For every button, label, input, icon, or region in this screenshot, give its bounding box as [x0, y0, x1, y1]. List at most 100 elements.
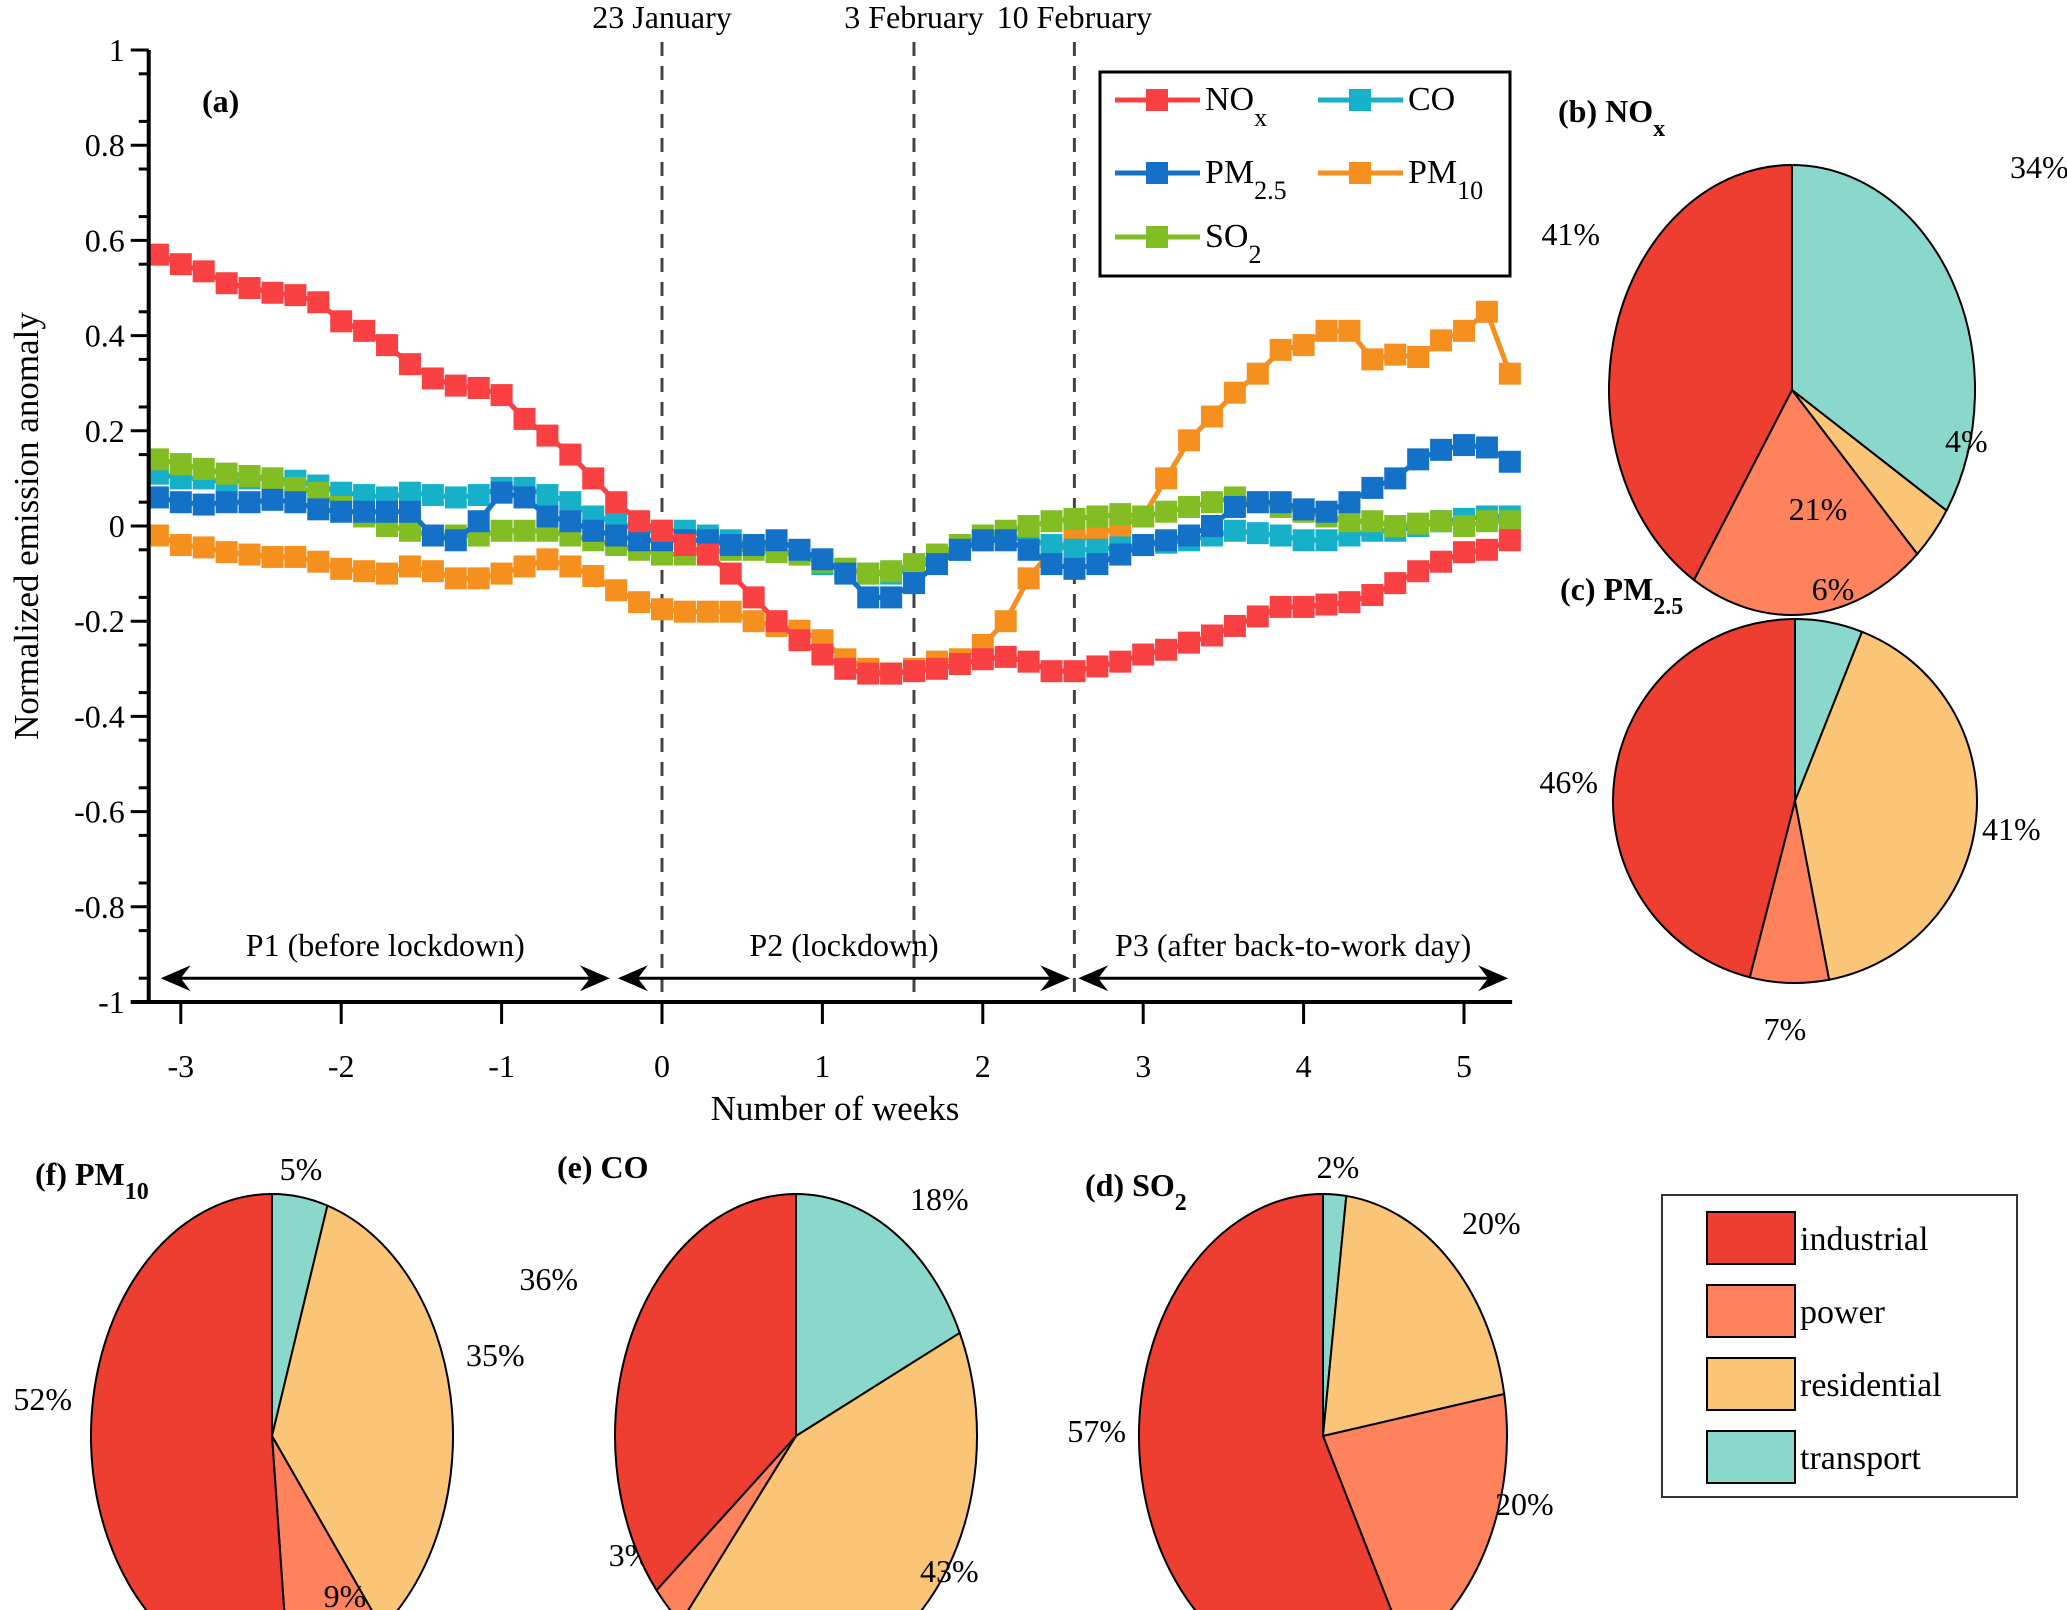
data-point	[444, 529, 467, 552]
legend-label: NOx	[1205, 81, 1267, 132]
data-point	[994, 529, 1017, 552]
data-point	[513, 407, 536, 430]
data-point	[192, 260, 215, 283]
legend-label: CO	[1408, 81, 1455, 118]
data-point	[421, 524, 444, 547]
data-point	[169, 453, 192, 476]
data-point	[765, 610, 788, 633]
data-point	[582, 467, 605, 490]
data-point	[1338, 591, 1361, 614]
sector-legend-label: power	[1800, 1294, 1886, 1331]
y-tick-label: 0.2	[85, 413, 125, 449]
sector-swatch-power	[1706, 1284, 1796, 1338]
data-point	[1200, 405, 1223, 428]
data-point	[1498, 450, 1521, 473]
panel-species: NO	[1605, 93, 1653, 129]
legend-label-main: NO	[1205, 81, 1254, 118]
data-point	[238, 543, 261, 566]
data-point	[421, 560, 444, 583]
x-tick-label: -3	[167, 1048, 194, 1084]
data-point	[811, 643, 834, 666]
data-point	[1292, 334, 1315, 357]
data-point	[1086, 553, 1109, 576]
data-point	[169, 491, 192, 514]
panel-letter: (f)	[35, 1156, 75, 1192]
data-point	[490, 481, 513, 504]
data-point	[1361, 584, 1384, 607]
data-point	[376, 562, 399, 585]
sector-legend-label: residential	[1800, 1367, 1942, 1404]
data-point	[1178, 429, 1201, 452]
data-point	[1430, 550, 1453, 573]
legend-marker	[1349, 162, 1371, 184]
y-tick-label: 0.8	[85, 127, 125, 163]
data-point	[559, 510, 582, 533]
data-point	[1338, 510, 1361, 533]
legend-entry: NOx	[1115, 81, 1267, 132]
slice-label: 41%	[1982, 811, 2041, 847]
data-point	[1430, 438, 1453, 461]
data-point	[1178, 495, 1201, 518]
data-point	[444, 567, 467, 590]
x-tick-label: 2	[975, 1048, 991, 1084]
data-point	[673, 534, 696, 557]
data-point	[398, 353, 421, 376]
data-point	[788, 629, 811, 652]
data-point	[880, 662, 903, 685]
data-point	[925, 553, 948, 576]
data-point	[467, 376, 490, 399]
data-point	[1269, 491, 1292, 514]
data-point	[1200, 491, 1223, 514]
data-point	[1132, 534, 1155, 557]
pie-slice-transport	[795, 1192, 961, 1438]
pie-slice-residential	[270, 1204, 454, 1610]
arrow-head-right	[1040, 965, 1071, 992]
panel-title: (c) PM2.5	[1560, 571, 1683, 620]
data-point	[261, 488, 284, 511]
data-point	[1017, 567, 1040, 590]
data-point	[1246, 605, 1269, 628]
data-point	[719, 534, 742, 557]
panel-species: CO	[601, 1149, 649, 1185]
pie-d-so2: 2% 20% 20% 57% (d) SO2	[1067, 1149, 1554, 1610]
data-point	[1155, 467, 1178, 490]
data-point	[261, 281, 284, 304]
data-point	[307, 481, 330, 504]
legend-label-main: PM	[1408, 154, 1457, 191]
data-point	[925, 657, 948, 680]
slice-label: 7%	[1764, 1011, 1807, 1047]
data-point	[215, 541, 238, 564]
data-point	[1132, 643, 1155, 666]
pie-slice-residential	[1793, 630, 1978, 981]
data-point	[1269, 524, 1292, 547]
sector-swatch-residential	[1706, 1357, 1796, 1411]
data-point	[628, 510, 651, 533]
data-point	[1384, 343, 1407, 366]
y-tick-label: -0.6	[74, 794, 125, 830]
slice-label: 6%	[1812, 571, 1855, 607]
data-point	[765, 529, 788, 552]
axes: -1 -0.8 -0.6 -0.4 -0.2 0 0.2 0.4 0.6 0.8 1 -3 -2 -1 0 1…	[74, 32, 1513, 1084]
x-tick-label: 3	[1135, 1048, 1151, 1084]
legend-label: PM10	[1408, 154, 1483, 205]
panel-species: PM	[75, 1156, 125, 1192]
data-point	[948, 538, 971, 561]
data-point	[146, 243, 169, 266]
data-point	[605, 491, 628, 514]
slice-label: 20%	[1462, 1205, 1521, 1241]
sector-legend-label: transport	[1800, 1440, 1921, 1477]
data-point	[1086, 655, 1109, 678]
data-point	[1453, 319, 1475, 342]
data-point	[1338, 319, 1361, 342]
data-point	[1384, 467, 1407, 490]
legend-label: SO2	[1205, 218, 1261, 269]
data-point	[903, 553, 926, 576]
data-point	[192, 493, 215, 516]
data-point	[903, 660, 926, 683]
slice-label: 57%	[1067, 1413, 1126, 1449]
data-point	[1361, 476, 1384, 499]
data-point	[1063, 660, 1086, 683]
data-point	[559, 555, 582, 578]
data-point	[1063, 557, 1086, 580]
pie-slice-industrial	[90, 1192, 286, 1610]
